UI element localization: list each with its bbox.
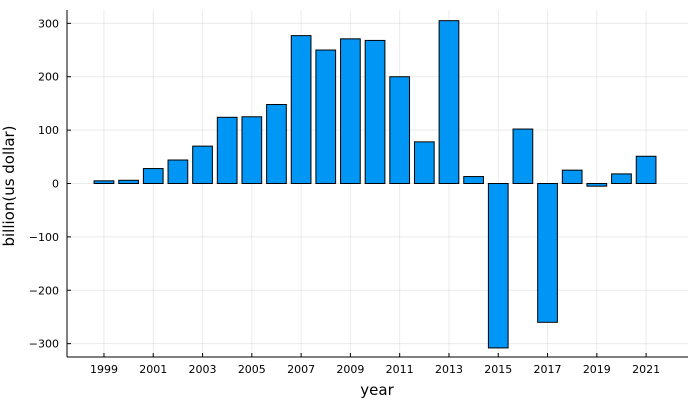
x-tick-label: 2011: [386, 363, 414, 376]
y-tick-label: 0: [52, 178, 59, 191]
x-tick-label: 2001: [139, 363, 167, 376]
x-tick-label: 2015: [484, 363, 512, 376]
y-tick-label: −300: [29, 338, 59, 351]
bar-2003: [192, 145, 213, 184]
bar-2009: [340, 38, 361, 184]
y-tick-label: 200: [38, 71, 59, 84]
bar-2016: [512, 128, 534, 185]
bar-1999: [93, 180, 115, 184]
bar-2000: [118, 179, 139, 184]
bar-2007: [290, 35, 312, 184]
bar-2019: [586, 183, 608, 187]
bar-2011: [389, 76, 411, 184]
bar-2004: [216, 116, 238, 184]
y-tick-label: 300: [38, 17, 59, 30]
x-tick-label: 2021: [632, 363, 660, 376]
x-tick-label: 2017: [534, 363, 562, 376]
bars: [93, 20, 657, 349]
bar-2010: [364, 39, 386, 184]
bar-2012: [413, 141, 435, 184]
y-axis-title: billion(us dollar): [0, 125, 18, 246]
x-axis-title: year: [360, 381, 394, 399]
bar-2005: [241, 116, 263, 184]
bar-2002: [167, 159, 189, 185]
x-tick-label: 2003: [189, 363, 217, 376]
axes: [66, 10, 688, 358]
bar-2021: [635, 155, 657, 185]
x-tick-label: 2019: [583, 363, 611, 376]
y-tick-label: −100: [29, 231, 59, 244]
tick-labels: 1999 2001 2003 2005 2007 2009 2011 2013 2015 2017…: [29, 17, 660, 376]
x-tick-label: 2009: [336, 363, 364, 376]
x-tick-label: 2013: [435, 363, 463, 376]
x-tick-label: 2005: [238, 363, 266, 376]
bar-2006: [266, 103, 287, 184]
bar-2008: [315, 49, 337, 184]
x-tick-label: 2007: [287, 363, 315, 376]
bar-2015: [487, 183, 509, 349]
x-tick-label: 1999: [90, 363, 118, 376]
bar-2020: [611, 173, 632, 184]
bar-2001: [142, 168, 164, 184]
bar-2014: [463, 176, 484, 184]
bar-2018: [561, 169, 583, 184]
y-tick-label: 100: [38, 124, 59, 137]
bar-2013: [438, 20, 460, 184]
y-tick-label: −200: [29, 284, 59, 297]
bar-2017: [537, 183, 558, 323]
